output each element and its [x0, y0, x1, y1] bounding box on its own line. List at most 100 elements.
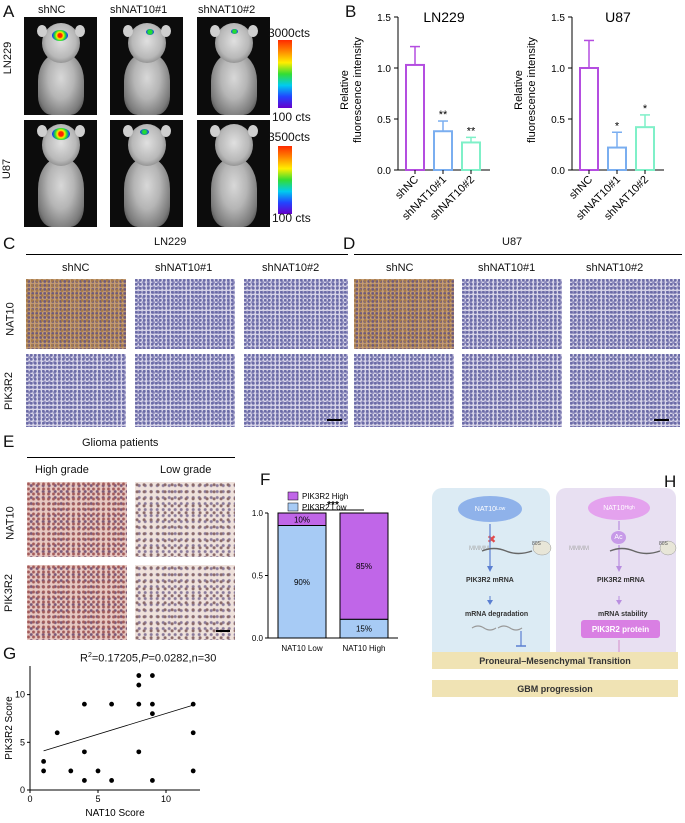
panel-c-col-shnat10-2: shNAT10#2 — [262, 262, 320, 274]
ihc-image-u87-shnat10-2-nat10 — [570, 279, 680, 349]
svg-text:MMMM: MMMM — [469, 546, 489, 552]
ribosome-label-left: 80S — [532, 541, 541, 547]
panel-a-col-shnat10-2: shNAT10#2 — [198, 4, 256, 16]
bar-chart-u87: U87 0.0 0.5 1.0 1.5 Relative fluorescence inte… — [513, 9, 664, 223]
y-axis-label-2: fluorescence intensity — [352, 37, 364, 143]
chart-title: LN229 — [423, 9, 464, 25]
y-axis-label: PIK3R2 Score — [4, 696, 15, 760]
mrna-degradation-label: mRNA degradation — [465, 611, 529, 618]
chart-title: U87 — [605, 9, 631, 25]
data-point — [109, 778, 114, 783]
data-point — [136, 673, 142, 678]
data-point — [68, 768, 74, 774]
bar — [635, 126, 655, 172]
y-tick-label: 10 — [15, 690, 25, 700]
y-axis-label-2: fluorescence intensity — [526, 37, 538, 143]
significance-label: ** — [439, 109, 448, 121]
u87-scale-min: 100 cts — [272, 211, 311, 225]
panel-d-letter: D — [343, 234, 356, 253]
ihc-image-high-grade-nat10 — [27, 482, 127, 557]
block-icon: ✖ — [487, 534, 497, 546]
panel-b-letter: B — [345, 2, 357, 21]
legend-label-high: PIK3R2 High — [302, 492, 348, 501]
panel-d-rule — [354, 254, 682, 255]
panel-e-rule — [27, 457, 235, 458]
segment-label-low: 15% — [356, 625, 372, 634]
panel-c-row-nat10: NAT10 — [4, 302, 17, 336]
panel-a-col-shnat10-1: shNAT10#1 — [110, 4, 168, 16]
mouse-image-u87-shnat10-2 — [197, 120, 270, 227]
panel-f-letter: F — [260, 470, 271, 489]
data-point — [150, 673, 155, 678]
ln229-scale-max: 3000cts — [268, 26, 311, 40]
bar — [405, 63, 425, 171]
y-tick-label: 0.0 — [377, 166, 391, 177]
y-axis-label-1: Relative — [340, 70, 351, 110]
y-tick-label: 0.5 — [377, 115, 391, 126]
x-axis-label: NAT10 Score — [85, 808, 145, 819]
x-tick-label: 10 — [161, 794, 171, 804]
bar — [607, 146, 627, 171]
left-mrna-label: PIK3R2 mRNA — [466, 577, 514, 584]
ihc-image-u87-shnc-nat10 — [354, 279, 454, 349]
scale-bar — [327, 419, 342, 421]
x-tick-label: NAT10 Low — [281, 644, 322, 653]
panel-a-col-shnc: shNC — [38, 4, 66, 16]
y-tick-label: 0.0 — [551, 166, 565, 177]
segment-label-low: 90% — [294, 578, 310, 587]
ihc-image-ln229-shnc-nat10 — [26, 279, 126, 349]
panel-e-col-low: Low grade — [160, 464, 212, 476]
panel-c-title: LN229 — [154, 236, 187, 248]
mouse-image-u87-shnat10-1 — [110, 120, 183, 227]
data-point — [136, 682, 142, 688]
ihc-image-ln229-shnat10-2-nat10 — [244, 279, 348, 349]
panel-d-col-shnat10-2: shNAT10#2 — [586, 262, 644, 274]
data-point — [190, 730, 196, 736]
ihc-image-ln229-shnc-pik3r2 — [26, 354, 126, 427]
pmt-band: Proneural–Mesenchymal Transition — [432, 652, 678, 669]
panel-e-row-pik3r2: PIK3R2 — [2, 574, 15, 612]
legend-swatch-low — [287, 502, 299, 512]
bar — [461, 141, 481, 172]
data-point — [41, 758, 46, 764]
significance-label: *** — [327, 500, 339, 511]
panel-e-title: Glioma patients — [82, 437, 159, 449]
ihc-image-ln229-shnat10-1-pik3r2 — [135, 354, 235, 427]
panel-a-row-u87: U87 — [1, 158, 14, 180]
mouse-image-ln229-shnat10-1 — [110, 17, 183, 115]
panel-h-arrows: MMMM MMMM — [469, 521, 677, 658]
panel-d-title: U87 — [502, 236, 523, 248]
panel-c-col-shnc: shNC — [62, 262, 90, 274]
x-tick-label: NAT10 High — [343, 644, 386, 653]
ihc-image-u87-shnat10-1-pik3r2 — [462, 354, 562, 427]
x-tick-label: 5 — [95, 794, 100, 804]
ribosome-label-right: 80S — [659, 541, 668, 547]
acetyl-badge: Ac — [611, 531, 626, 544]
legend-swatch-high — [287, 491, 299, 501]
ihc-image-high-grade-pik3r2 — [27, 565, 127, 640]
ihc-image-low-grade-pik3r2 — [135, 565, 235, 640]
panel-c-row-pik3r2: PIK3R2 — [2, 372, 15, 410]
mouse-image-ln229-shnat10-2 — [197, 17, 270, 115]
scatter-annotation: R2=0.17205,P=0.0282,n=30 — [80, 652, 217, 665]
svg-text:MMMM: MMMM — [569, 546, 589, 552]
data-point — [41, 768, 46, 774]
scale-bar — [216, 630, 230, 632]
data-point — [109, 701, 114, 707]
data-point — [136, 701, 142, 707]
y-tick-label: 1.0 — [551, 64, 565, 75]
panel-e-col-high: High grade — [35, 464, 89, 476]
bar-segment-low — [277, 525, 327, 639]
gbm-band: GBM progression — [432, 680, 678, 697]
data-point — [190, 768, 196, 774]
panel-g-letter: G — [3, 644, 17, 663]
ihc-image-low-grade-nat10 — [135, 482, 235, 557]
data-point — [150, 778, 155, 783]
legend-label-low: PIK3R2 Low — [302, 503, 347, 512]
segment-label-high: 85% — [356, 562, 372, 571]
data-point — [95, 768, 101, 774]
panel-e-row-nat10: NAT10 — [4, 506, 17, 540]
y-axis-label-1: Relative — [513, 70, 525, 110]
ihc-image-u87-shnat10-2-pik3r2 — [570, 354, 680, 427]
ihc-image-u87-shnc-pik3r2 — [354, 354, 454, 427]
